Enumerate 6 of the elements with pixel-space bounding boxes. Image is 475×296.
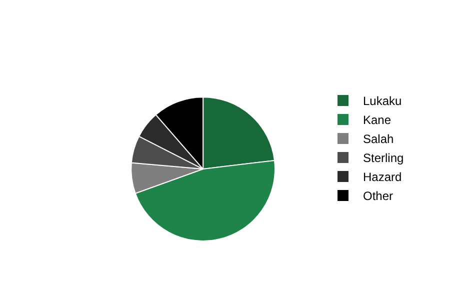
legend-label: Sterling <box>363 151 404 166</box>
legend-label: Other <box>363 189 394 204</box>
legend-label: Kane <box>363 113 392 128</box>
legend-label: Hazard <box>363 170 402 184</box>
legend-label: Lukaku <box>363 94 402 108</box>
legend-label: Salah <box>363 132 394 146</box>
